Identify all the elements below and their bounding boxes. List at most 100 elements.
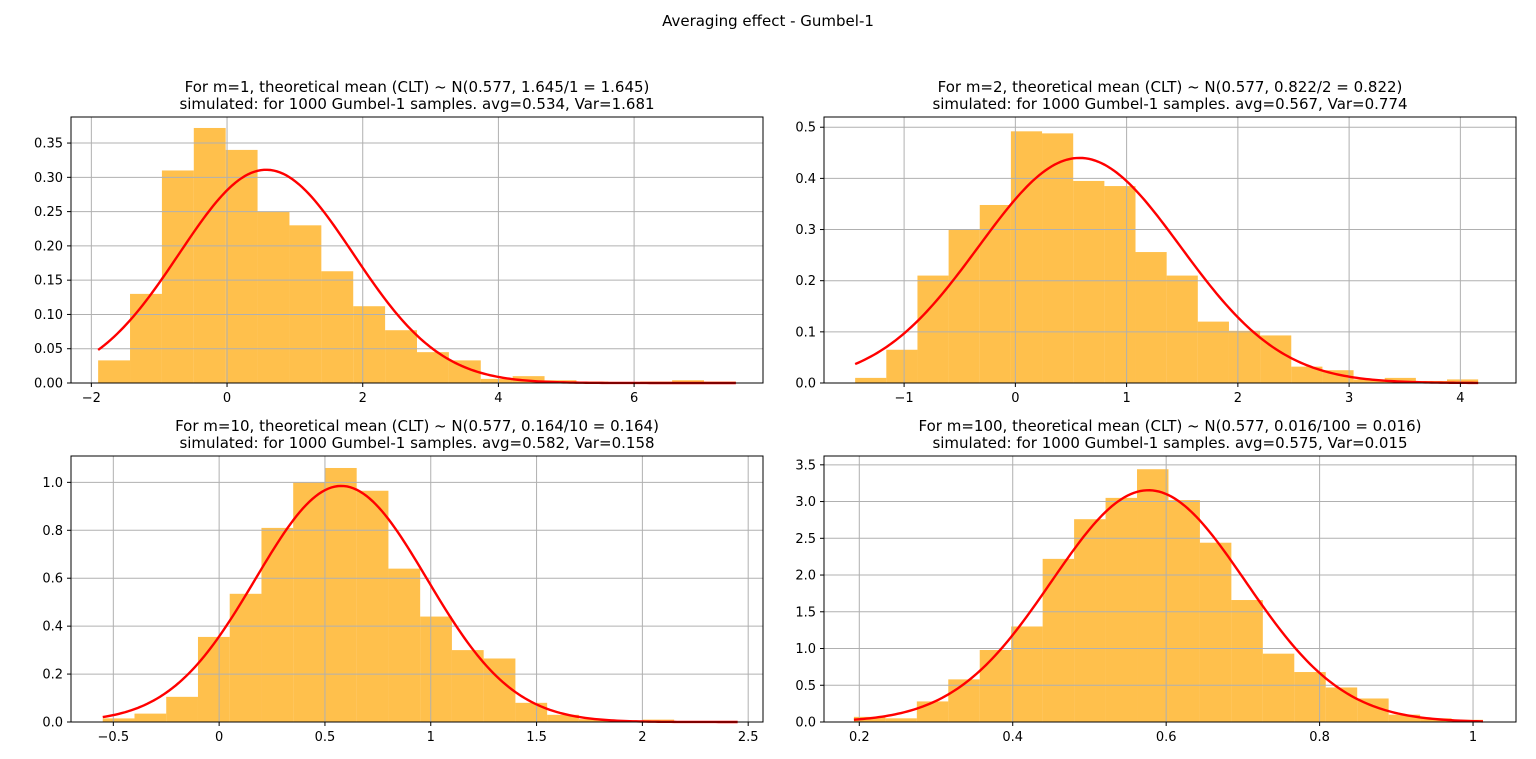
histogram-bar [1228,330,1261,383]
histogram-bar [451,650,484,722]
histogram-bar [293,482,325,722]
histogram-bar [1447,379,1479,383]
y-tick-label: 0.6 [42,572,63,587]
y-tick-label: 0.5 [795,121,816,136]
y-tick-label: 0.0 [795,716,816,731]
y-tick-label: 1.0 [42,476,63,491]
x-tick-label: 0.6 [1156,730,1177,745]
histogram-bar [388,568,421,722]
histogram-bar [1042,558,1075,722]
normal-pdf-curve [853,489,1484,723]
histogram-bar [1357,698,1389,722]
histogram-bar [1137,469,1169,722]
subplot-title-line1: For m=100, theoretical mean (CLT) ~ N(0.… [919,417,1422,435]
histogram-bar [578,719,611,722]
histogram-bars [855,131,1479,383]
histogram-bar [1325,687,1358,722]
y-tick-label: 2.5 [795,532,816,547]
x-tick-label: −0.5 [98,730,130,745]
y-tick-label: 0.10 [34,308,63,323]
histogram-bar [948,229,980,383]
histogram-bar [134,713,167,722]
x-tick-label: 2 [1234,391,1242,406]
y-tick-label: 0.15 [34,274,63,289]
x-tick-label: 0.2 [849,730,870,745]
x-tick-label: 1 [427,730,435,745]
x-tick-label: 0.4 [1002,730,1023,745]
histogram-bar [1294,672,1326,722]
histogram-bar [1011,626,1043,722]
x-tick-label: 0 [215,730,223,745]
y-tick-label: 0.25 [34,205,63,220]
histogram-bar [130,293,162,383]
histogram-bar [515,702,548,722]
x-tick-label: −2 [82,391,101,406]
normal-pdf-curve [854,156,1479,385]
histogram-bar [1073,180,1105,383]
histogram-bar [356,490,389,722]
histogram-bar [1231,600,1263,722]
histogram-bars [98,127,736,383]
histogram-bar [353,306,386,383]
histogram-bar [321,271,354,383]
x-tick-label: 1 [1469,730,1477,745]
x-tick-label: 2.5 [738,730,759,745]
histogram-bar [102,718,135,722]
histogram-bars [853,469,1484,722]
y-tick-label: 1.0 [795,642,816,657]
histogram-bar [229,593,262,722]
histogram-bar [98,360,131,383]
y-tick-label: 0.4 [42,620,63,635]
x-tick-label: 0.8 [1309,730,1330,745]
histogram-bar [161,170,194,383]
subplot-title-line2: simulated: for 1000 Gumbel-1 samples. av… [179,95,654,113]
y-tick-label: 3.0 [795,495,816,510]
y-tick-label: 0.05 [34,342,63,357]
histogram-bar [1104,186,1136,383]
histogram-bar [855,377,887,383]
subplot-2: For m=2, theoretical mean (CLT) ~ N(0.57… [795,78,1517,406]
histogram-bar [916,701,949,722]
axes-frame [70,116,764,384]
normal-pdf-curve [102,484,738,724]
histogram-bar [480,378,513,383]
y-tick-label: 0.2 [795,274,816,289]
histogram-bar [1166,275,1198,383]
x-tick-label: 3 [1345,391,1353,406]
histogram-bar [1074,519,1106,722]
histogram-bar [547,714,579,722]
histogram-bar [1042,133,1074,383]
histogram-bar [1262,653,1295,722]
x-tick-label: 6 [630,391,638,406]
histogram-bar [948,679,980,722]
x-tick-label: 0.5 [315,730,336,745]
histogram-bar [166,696,198,722]
histogram-bar [1105,497,1138,722]
histogram-bar [257,211,290,383]
y-tick-label: 0.30 [34,171,63,186]
axes-frame [823,116,1517,384]
y-tick-label: 3.5 [795,458,816,473]
histogram-bar [324,467,357,722]
histogram-bar [1291,366,1323,383]
histogram-bar [1010,131,1043,383]
subplot-title-line2: simulated: for 1000 Gumbel-1 samples. av… [179,434,654,452]
grid [71,117,763,384]
subplot-title-line2: simulated: for 1000 Gumbel-1 samples. av… [932,434,1407,452]
y-tick-label: 2.0 [795,569,816,584]
histogram-bar [1199,542,1232,722]
y-tick-label: 0.35 [34,137,63,152]
y-tick-label: 0.3 [795,223,816,238]
histogram-bar [885,718,917,722]
axes-frame [823,455,1517,723]
y-tick-label: 0.1 [795,325,816,340]
histogram-bar [261,527,294,722]
subplot-title-line1: For m=2, theoretical mean (CLT) ~ N(0.57… [938,78,1403,96]
x-tick-label: 2 [638,730,646,745]
axes-frame [70,455,764,723]
histogram-bar [289,225,322,383]
histogram-bar [420,616,452,722]
histogram-bar [1168,500,1200,722]
